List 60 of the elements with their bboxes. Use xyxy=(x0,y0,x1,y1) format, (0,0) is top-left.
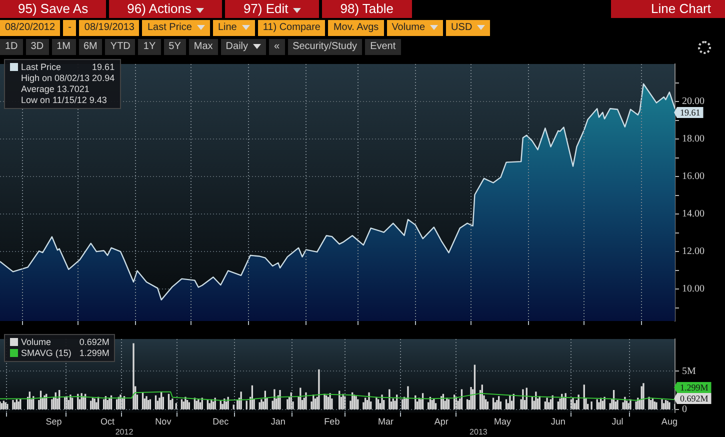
toolbar-button: 1Y xyxy=(138,39,161,55)
annotation: 19.61 xyxy=(680,107,700,118)
toolbar-button: YTD xyxy=(105,39,136,55)
toolbar-button: 5Y xyxy=(164,39,186,55)
toolbar-button: 1D xyxy=(0,39,23,55)
toolbar-button: 3D xyxy=(26,39,49,55)
toolbar-button: USD xyxy=(446,20,490,36)
y-tick-label: 20.00 xyxy=(682,96,704,108)
annotation: 1.299M xyxy=(680,382,708,392)
toolbar-button: 08/20/2012 xyxy=(0,20,60,36)
toolbar-button: Volume xyxy=(386,20,444,36)
legend-label: Last Price xyxy=(20,62,62,73)
x-tick-label: Jul xyxy=(612,416,624,426)
legend-label: Volume xyxy=(20,337,52,348)
toolbar-button: Last Price xyxy=(142,20,210,36)
y-tick-label: 16.00 xyxy=(682,171,704,182)
x-tick-label: Jan xyxy=(270,416,286,426)
toolbar-button: Event xyxy=(365,39,401,55)
toolbar-button: 6M xyxy=(78,39,102,55)
x-tick-label: Apr xyxy=(434,416,448,426)
toolbar-button: Line xyxy=(212,20,255,36)
x-tick-label: Aug xyxy=(661,416,678,426)
y-tick-label: 12.00 xyxy=(682,246,704,258)
toolbar-button: « xyxy=(269,39,285,55)
y-tick-label: 0 xyxy=(682,404,687,416)
legend-label: SMAVG (15) xyxy=(20,348,72,359)
x-tick-label: May xyxy=(494,416,512,426)
toolbar-button: 11) Compare xyxy=(258,20,326,36)
toolbar-button: Max xyxy=(188,39,218,55)
y-tick-label: 18.00 xyxy=(682,134,704,145)
x-tick-label: Nov xyxy=(155,416,172,426)
toolbar-button: 96) Actions xyxy=(109,0,222,18)
x-tick-label: Mar xyxy=(378,416,394,426)
annotation: Average 13.7021 xyxy=(20,84,90,95)
y-tick-label: 10.00 xyxy=(682,284,704,295)
text: Line Chart xyxy=(611,0,725,18)
annotation: 0.692M xyxy=(79,337,110,348)
toolbar-button: Daily xyxy=(220,39,266,55)
toolbar-button: 97) Edit xyxy=(225,0,320,18)
x-tick-label: Feb xyxy=(324,416,340,426)
annotation: Low on 11/15/12 9.43 xyxy=(20,95,108,106)
x2-tick-label: 2012 xyxy=(115,427,134,436)
toolbar-button: - xyxy=(63,20,76,36)
toolbar-button: 08/19/2013 xyxy=(79,20,140,36)
toolbar-button: Security/Study xyxy=(288,39,362,55)
x2-tick-label: 2013 xyxy=(470,427,488,436)
toolbar-button: 1M xyxy=(52,39,76,55)
x-tick-label: Jun xyxy=(550,416,566,426)
annotation: High on 08/02/13 20.94 xyxy=(20,73,115,84)
x-tick-label: Oct xyxy=(100,416,116,426)
x-tick-label: Sep xyxy=(46,416,62,426)
annotation: 0.692M xyxy=(680,393,708,404)
y-tick-label: 5M xyxy=(682,366,696,377)
x-tick-label: Dec xyxy=(212,416,230,426)
toolbar-button: 95) Save As xyxy=(0,0,106,18)
annotation: 1.299M xyxy=(79,348,110,359)
annotation: 19.61 xyxy=(92,62,115,73)
y-tick-label: 14.00 xyxy=(682,208,704,220)
toolbar-button: Mov. Avgs xyxy=(328,20,384,36)
toolbar-button: 98) Table xyxy=(322,0,412,18)
